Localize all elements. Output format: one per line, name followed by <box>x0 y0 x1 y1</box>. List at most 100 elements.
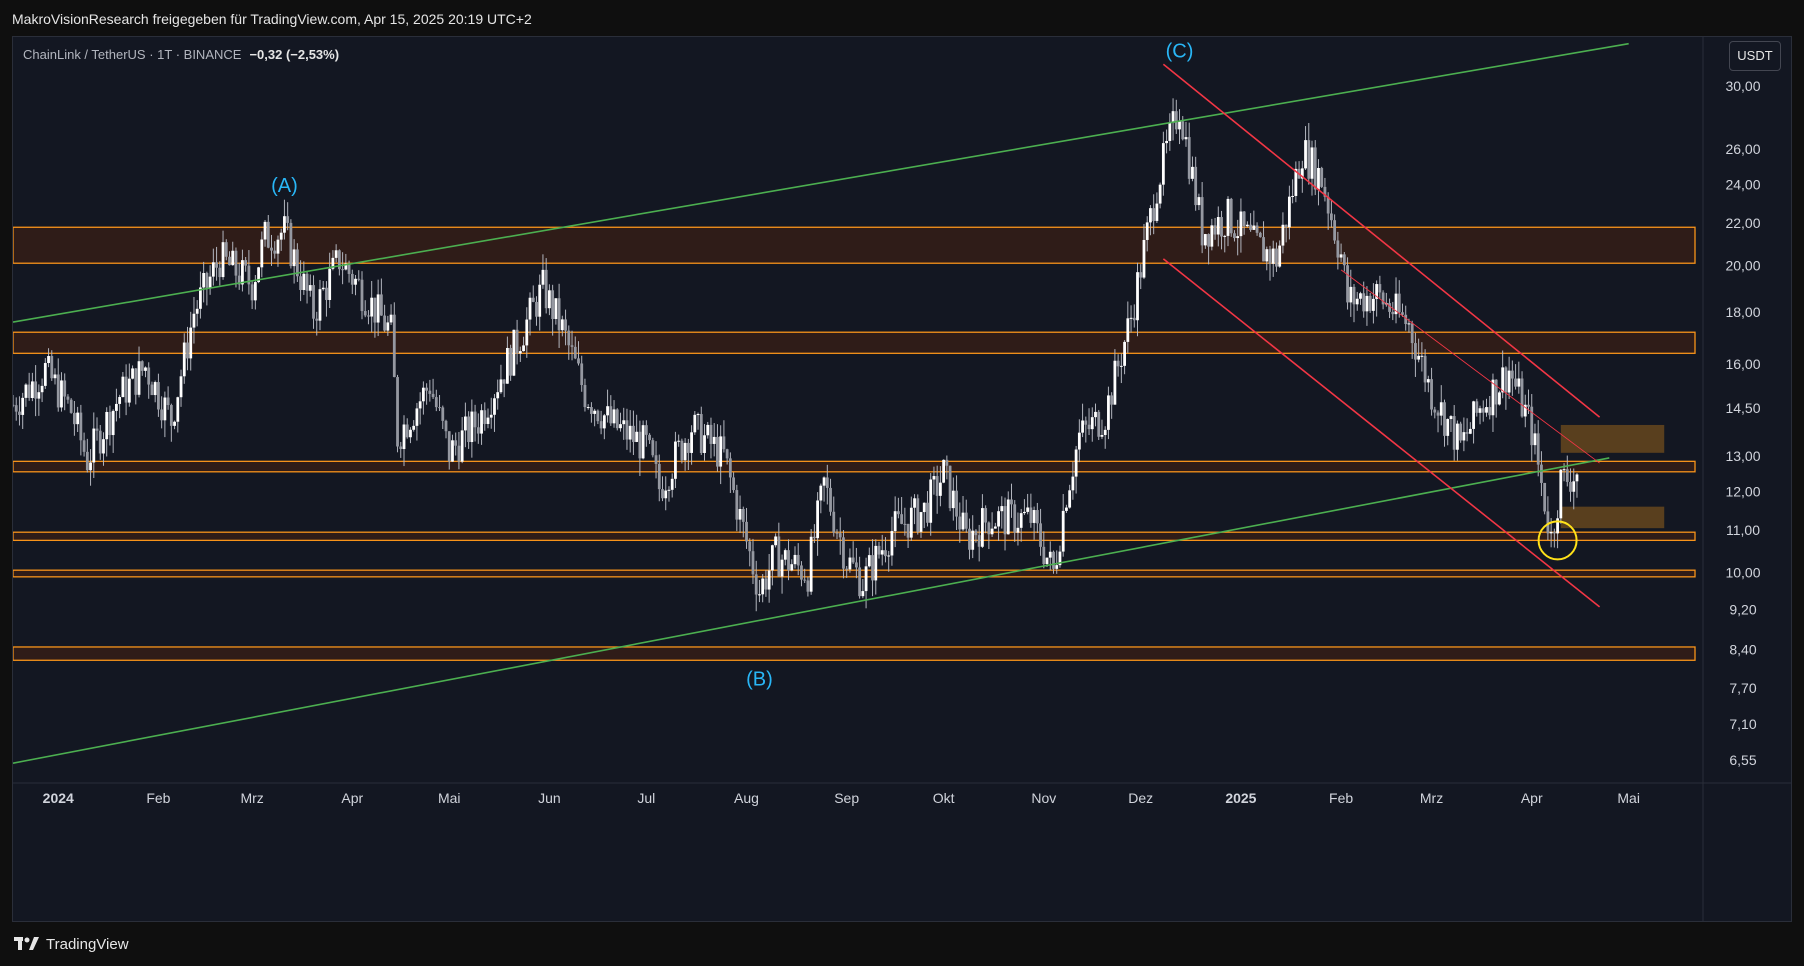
candle-body-322 <box>1052 551 1055 569</box>
candle-body-5 <box>27 384 31 398</box>
candle-body-434 <box>1414 343 1417 360</box>
candle-body-265 <box>867 555 871 567</box>
candle-body-470 <box>1530 406 1534 446</box>
candle-body-227 <box>745 521 748 542</box>
candle-body-475 <box>1546 511 1550 534</box>
symbol-name[interactable]: ChainLink / TetherUS · 1T · BINANCE <box>23 47 242 62</box>
candle-body-311 <box>1016 527 1020 533</box>
candle-body-402 <box>1310 147 1314 179</box>
sr-zone-3 <box>13 460 1696 473</box>
sr-zone-4 <box>13 531 1696 542</box>
time-tick-label-16: Apr <box>1521 790 1543 806</box>
candle-body-318 <box>1039 523 1042 547</box>
candle-body-244 <box>800 565 803 580</box>
candle-body-146 <box>483 410 487 424</box>
candle-body-262 <box>858 567 862 597</box>
candle-body-88 <box>295 249 299 277</box>
candle-body-160 <box>528 297 532 320</box>
candle-body-468 <box>1523 404 1527 417</box>
price-tick-label-7: 16,00 <box>1725 356 1760 372</box>
candle-body-182 <box>599 421 603 429</box>
time-tick-label-17: Mai <box>1617 790 1640 806</box>
currency-badge[interactable]: USDT <box>1729 41 1781 71</box>
candle-body-91 <box>305 273 309 291</box>
candle-body-248 <box>812 536 816 539</box>
candle-body-45 <box>157 382 160 410</box>
time-tick-label-12: Dez <box>1128 790 1153 806</box>
footer-brand[interactable]: TradingView <box>46 935 129 953</box>
candle-body-406 <box>1323 186 1327 197</box>
candle-body-317 <box>1035 510 1039 524</box>
candle-body-169 <box>557 298 561 331</box>
candle-body-33 <box>118 397 122 404</box>
candle-body-115 <box>383 315 387 331</box>
candle-body-102 <box>341 269 344 271</box>
candle-body-53 <box>182 342 186 377</box>
candle-body-29 <box>105 411 109 440</box>
candle-body-195 <box>641 425 645 459</box>
candle-body-49 <box>169 405 173 426</box>
candle-body-41 <box>144 367 147 371</box>
time-tick-label-11: Nov <box>1031 790 1056 806</box>
candle-body-255 <box>835 532 839 534</box>
candle-body-456 <box>1485 407 1488 413</box>
candle-body-20 <box>76 412 80 425</box>
chart-panel[interactable]: (A) (B) (C) 30,00 26,00 24,00 22,00 20,00 18,00 1… <box>12 36 1792 922</box>
candle-body-481 <box>1565 469 1569 482</box>
candle-body-78 <box>263 221 267 240</box>
candle-body-139 <box>460 430 464 462</box>
candle-body-263 <box>861 591 865 597</box>
candle-body-140 <box>463 416 467 431</box>
candle-body-42 <box>147 367 151 385</box>
candle-body-113 <box>376 294 380 323</box>
candle-body-241 <box>790 564 794 571</box>
candle-body-288 <box>942 459 946 483</box>
candle-body-72 <box>244 260 248 266</box>
candle-body-350 <box>1142 239 1146 278</box>
candle-body-52 <box>179 376 183 398</box>
candle-body-482 <box>1569 481 1572 492</box>
candle-body-106 <box>354 278 357 285</box>
candle-body-82 <box>276 239 280 254</box>
candle-body-327 <box>1068 490 1072 508</box>
candle-body-16 <box>63 380 67 397</box>
candle-body-145 <box>480 410 483 434</box>
candle-body-407 <box>1326 196 1330 214</box>
target-box-1 <box>1560 424 1665 453</box>
candle-body-290 <box>948 465 952 509</box>
candle-body-18 <box>69 399 73 413</box>
tradingview-logo-icon[interactable] <box>14 937 40 951</box>
candle-body-345 <box>1126 318 1130 342</box>
candle-body-161 <box>531 297 535 302</box>
candle-body-138 <box>457 445 461 462</box>
candle-body-155 <box>512 329 516 376</box>
candle-body-51 <box>176 397 180 422</box>
candle-body-125 <box>415 408 419 426</box>
candle-body-376 <box>1226 198 1230 236</box>
candle-body-116 <box>386 322 390 331</box>
candle-body-261 <box>854 562 858 568</box>
candle-body-94 <box>315 318 319 321</box>
candle-body-447 <box>1456 423 1459 450</box>
candle-body-240 <box>787 550 790 571</box>
candle-body-14 <box>56 374 60 408</box>
candle-body-273 <box>893 511 897 532</box>
candle-body-21 <box>79 412 83 441</box>
candle-body-271 <box>887 555 891 557</box>
candle-body-331 <box>1081 420 1084 433</box>
candle-body-250 <box>819 485 823 501</box>
candle-body-476 <box>1549 531 1553 534</box>
candle-body-354 <box>1155 203 1159 221</box>
candle-body-167 <box>551 290 555 319</box>
candle-body-278 <box>909 507 913 538</box>
candle-body-418 <box>1362 293 1366 312</box>
candle-body-156 <box>515 329 519 354</box>
price-tick-label-4: 22,00 <box>1725 215 1760 231</box>
candle-body-478 <box>1556 518 1559 534</box>
candle-body-27 <box>98 430 102 454</box>
candle-body-0 <box>13 404 15 406</box>
candle-body-245 <box>803 579 807 581</box>
candle-body-412 <box>1342 254 1346 266</box>
highlight-circle <box>1537 520 1578 561</box>
price-chart[interactable]: (A) (B) (C) 30,00 26,00 24,00 22,00 20,00 18,00 1… <box>13 37 1791 921</box>
